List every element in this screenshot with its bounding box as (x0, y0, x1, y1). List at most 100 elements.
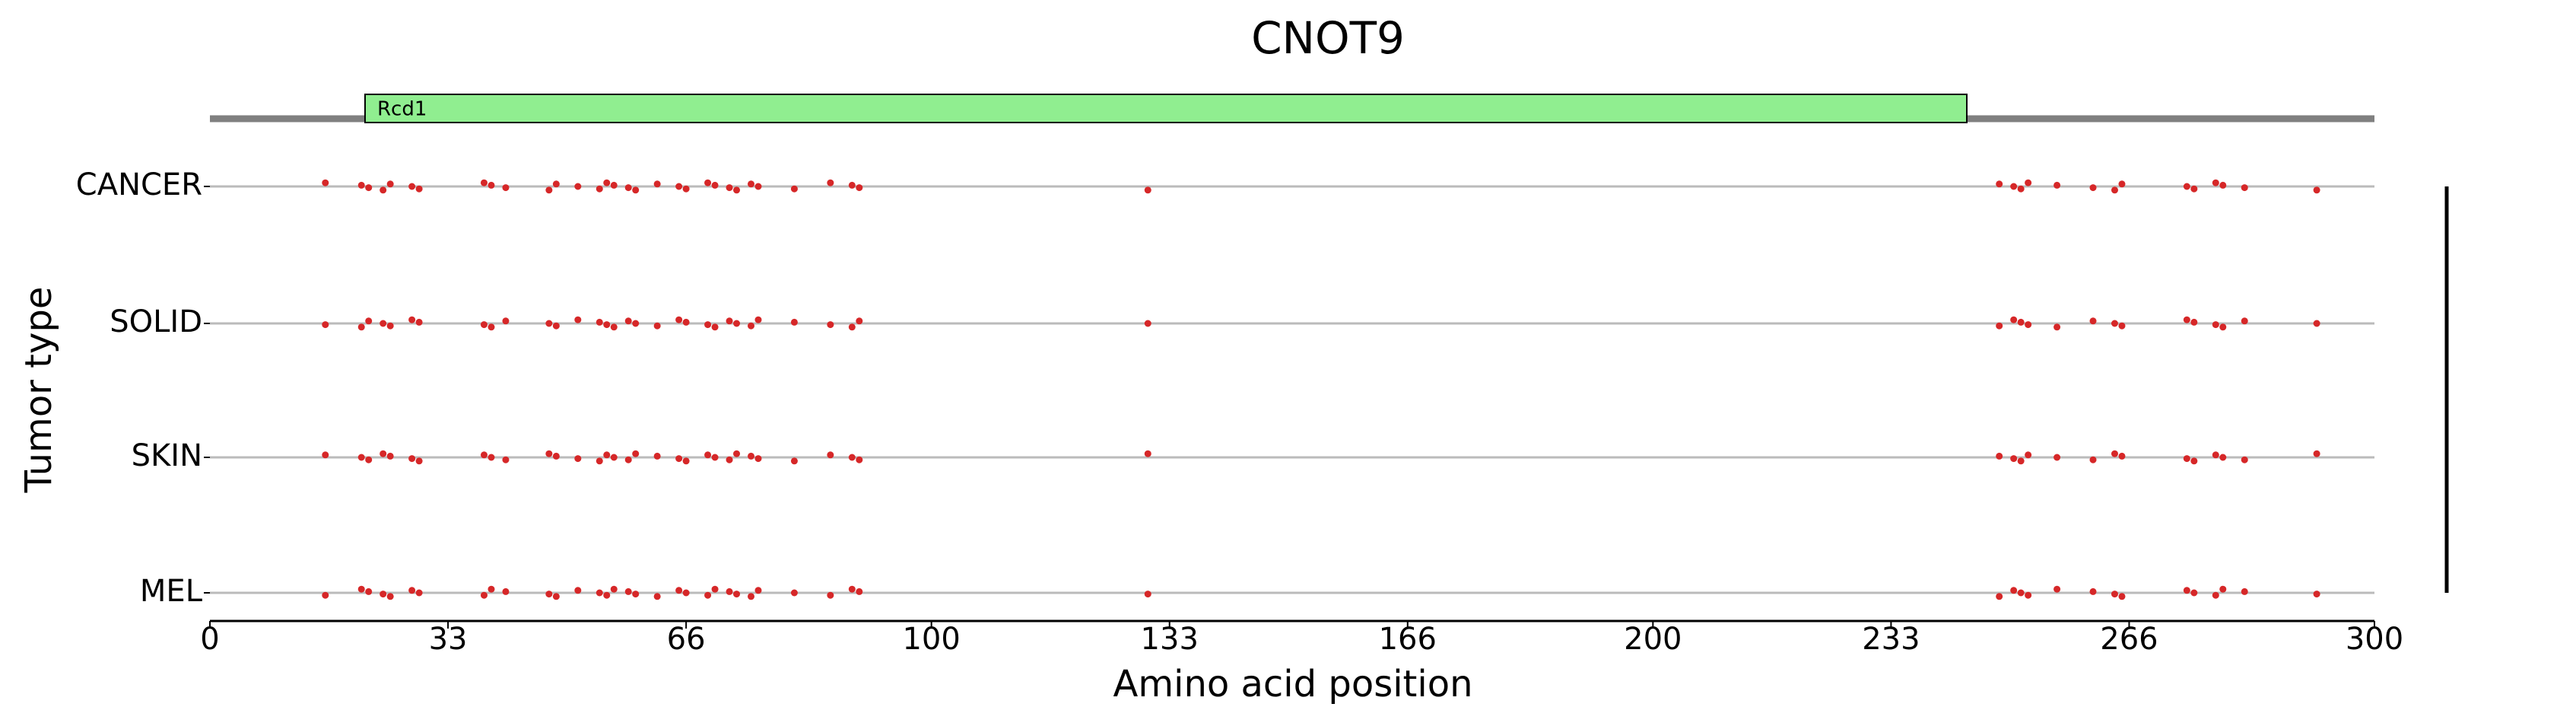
y-tick-label: CANCER (76, 167, 202, 202)
mutation-point (1144, 591, 1151, 598)
mutation-point (552, 322, 560, 330)
mutation-point (2089, 317, 2097, 325)
mutation-point (603, 179, 611, 186)
mutation-point (856, 587, 863, 595)
mutation-point (322, 321, 329, 329)
mutation-point (603, 591, 611, 599)
mutation-point (2118, 452, 2126, 460)
y-tick-label: MEL (140, 574, 203, 609)
mutation-point (711, 323, 719, 331)
mutation-point (2111, 450, 2118, 457)
mutation-point (653, 593, 661, 600)
mutation-point (2219, 585, 2227, 593)
mutation-point (610, 454, 618, 461)
mutation-point (624, 184, 632, 192)
mutation-point (2053, 585, 2061, 593)
mutation-point (682, 185, 690, 193)
mutation-point (2017, 318, 2025, 326)
mutation-point (848, 454, 856, 461)
mutation-point (415, 589, 423, 597)
mutation-point (2053, 181, 2061, 189)
mutation-point (632, 320, 640, 327)
x-tick-label: 0 (200, 622, 219, 657)
mutation-point (574, 455, 582, 463)
mutation-point (502, 317, 510, 325)
domain (364, 94, 1968, 123)
mutation-point (726, 587, 733, 595)
mutation-point (2089, 456, 2097, 463)
mutation-point (754, 183, 762, 190)
mutation-point (610, 323, 618, 331)
mutation-point (856, 184, 863, 192)
mutation-point (386, 180, 394, 188)
mutation-point (488, 585, 495, 593)
mutation-point (488, 323, 495, 331)
mutation-point (2053, 323, 2061, 331)
mutation-point (610, 585, 618, 593)
mutation-point (2190, 589, 2198, 597)
mutation-point (2212, 591, 2219, 599)
mutation-point (357, 181, 365, 189)
mutation-point (380, 591, 387, 598)
mutation-point (603, 451, 611, 459)
mutation-point (552, 452, 560, 460)
mutation-point (408, 183, 416, 190)
mutation-point (675, 587, 683, 594)
mutation-point (2212, 179, 2219, 186)
mutation-point (545, 591, 553, 598)
mutation-point (574, 316, 582, 323)
mutation-point (552, 180, 560, 188)
mutation-point (2313, 450, 2320, 457)
mutation-point (675, 183, 683, 190)
mutation-point (596, 589, 603, 597)
x-tick-label: 266 (2100, 622, 2158, 657)
x-tick-label: 66 (667, 622, 706, 657)
mutation-point (380, 320, 387, 327)
mutation-point (2118, 322, 2126, 330)
mutation-point (1144, 320, 1151, 327)
y-axis-label: Tumor type (17, 287, 60, 494)
mutation-point (2111, 320, 2118, 327)
mutation-point (790, 185, 798, 193)
mutation-point (1996, 322, 2003, 330)
mutation-point (2313, 591, 2320, 598)
domain-label: Rcd1 (377, 98, 427, 121)
mutation-point (704, 451, 712, 459)
mutation-point (1144, 186, 1151, 194)
mutation-point (704, 321, 712, 329)
mutation-point (480, 451, 488, 459)
mutation-point (386, 452, 394, 460)
mutation-point (653, 180, 661, 188)
mutation-point (2017, 589, 2025, 597)
mutation-point (726, 317, 733, 325)
x-tick-label: 233 (1862, 622, 1920, 657)
mutation-point (754, 316, 762, 323)
mutation-point (574, 587, 582, 594)
mutation-point (365, 184, 373, 192)
mutation-point (754, 587, 762, 594)
mutation-point (365, 587, 373, 595)
mutation-point (1996, 452, 2003, 460)
mutation-point (733, 186, 741, 194)
mutation-point (596, 318, 603, 326)
mutation-point (2089, 587, 2097, 595)
mutation-point (365, 317, 373, 325)
mutation-point (2010, 316, 2018, 323)
mutation-point (1996, 180, 2003, 188)
mutation-point (726, 456, 733, 463)
mutation-point (848, 181, 856, 189)
mutation-point (827, 591, 834, 599)
y-tick-label: SOLID (110, 304, 202, 339)
mutation-point (733, 591, 741, 598)
mutation-point (603, 321, 611, 329)
mutation-point (624, 317, 632, 325)
x-tick-label: 166 (1379, 622, 1437, 657)
mutation-point (545, 320, 553, 327)
mutation-point (502, 587, 510, 595)
mutation-point (675, 455, 683, 463)
mutation-point (2111, 186, 2118, 194)
mutation-point (711, 585, 719, 593)
mutation-point (2219, 454, 2227, 461)
x-tick-label: 300 (2346, 622, 2403, 657)
mutation-point (2010, 183, 2018, 190)
